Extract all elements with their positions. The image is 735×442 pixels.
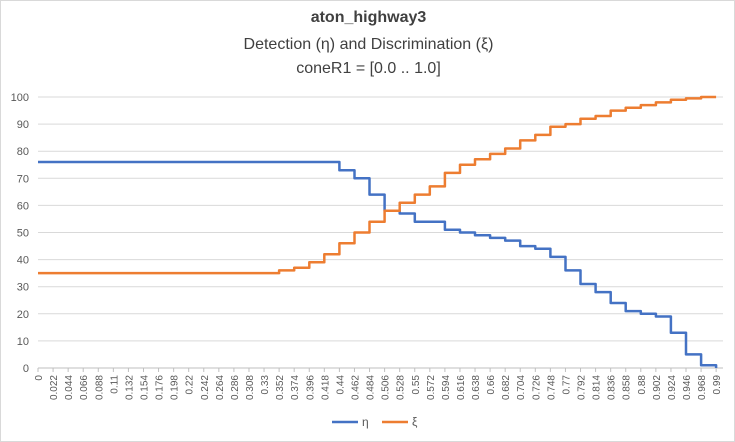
x-tick-label: 0.924 xyxy=(667,375,678,400)
x-tick-label: 0.88 xyxy=(637,375,648,395)
x-tick-label: 0.66 xyxy=(486,375,497,395)
x-tick-label: 0.264 xyxy=(215,375,226,400)
x-tick-label: 0.836 xyxy=(607,375,618,400)
y-tick-label: 30 xyxy=(17,282,29,294)
x-tick-label: 0.484 xyxy=(366,375,377,400)
x-tick-label: 0.374 xyxy=(290,375,301,400)
x-tick-label: 0.022 xyxy=(49,375,60,400)
x-tick-label: 0.726 xyxy=(531,375,542,400)
chart-title: aton_highway3 xyxy=(310,9,427,26)
x-tick-label: 0.066 xyxy=(79,375,90,400)
x-tick-label: 0.198 xyxy=(170,375,181,400)
legend-label-xi: ξ xyxy=(412,415,418,429)
y-tick-label: 50 xyxy=(17,228,29,240)
x-tick-label: 0.814 xyxy=(592,375,603,400)
series-line-xi xyxy=(38,95,717,275)
x-tick-label: 0.858 xyxy=(622,375,633,400)
y-tick-label: 40 xyxy=(17,255,29,267)
x-tick-label: 0.462 xyxy=(350,375,361,400)
y-tick-label: 20 xyxy=(17,309,29,321)
x-tick-label: 0.286 xyxy=(230,375,241,400)
x-tick-label: 0.044 xyxy=(64,375,75,400)
x-tick-label: 0.11 xyxy=(109,375,120,394)
x-tick-label: 0.704 xyxy=(516,375,527,400)
x-tick-label: 0.792 xyxy=(577,375,588,400)
x-tick-label: 0.22 xyxy=(185,375,196,395)
x-tick-label: 0.308 xyxy=(245,375,256,400)
y-tick-label: 70 xyxy=(17,173,29,185)
x-tick-label: 0.352 xyxy=(275,375,286,400)
x-tick-label: 0 xyxy=(34,375,45,381)
series-line-eta xyxy=(38,160,718,368)
x-tick-label: 0.33 xyxy=(260,375,271,395)
y-tick-label: 0 xyxy=(23,363,29,375)
x-tick-label: 0.594 xyxy=(441,375,452,400)
x-tick-label: 0.132 xyxy=(124,375,135,400)
x-tick-label: 0.088 xyxy=(94,375,105,400)
x-tick-label: 0.154 xyxy=(139,375,150,400)
x-tick-label: 0.968 xyxy=(697,375,708,400)
x-tick-label: 0.396 xyxy=(305,375,316,400)
legend-label-eta: η xyxy=(362,415,369,429)
x-tick-label: 0.55 xyxy=(411,375,422,395)
y-tick-label: 60 xyxy=(17,200,29,212)
x-tick-label: 0.99 xyxy=(712,375,723,395)
x-tick-label: 0.44 xyxy=(335,375,346,395)
x-tick-label: 0.506 xyxy=(381,375,392,400)
y-tick-label: 90 xyxy=(17,119,29,131)
chart-subtitle-1: Detection (η) and Discrimination (ξ) xyxy=(243,36,494,53)
x-tick-label: 0.528 xyxy=(396,375,407,400)
x-tick-label: 0.946 xyxy=(682,375,693,400)
x-tick-label: 0.638 xyxy=(471,375,482,400)
y-tick-label: 100 xyxy=(11,92,29,104)
x-tick-label: 0.682 xyxy=(501,375,512,400)
x-tick-label: 0.77 xyxy=(561,375,572,395)
x-tick-label: 0.902 xyxy=(652,375,663,400)
y-tick-label: 10 xyxy=(17,336,29,348)
x-tick-label: 0.748 xyxy=(546,375,557,400)
x-tick-label: 0.572 xyxy=(426,375,437,400)
x-tick-label: 0.176 xyxy=(155,375,166,400)
chart-subtitle-2: coneR1 = [0.0 .. 1.0] xyxy=(296,60,441,77)
y-tick-label: 80 xyxy=(17,146,29,158)
x-tick-label: 0.418 xyxy=(320,375,331,400)
x-tick-label: 0.242 xyxy=(200,375,211,400)
x-tick-label: 0.616 xyxy=(456,375,467,400)
